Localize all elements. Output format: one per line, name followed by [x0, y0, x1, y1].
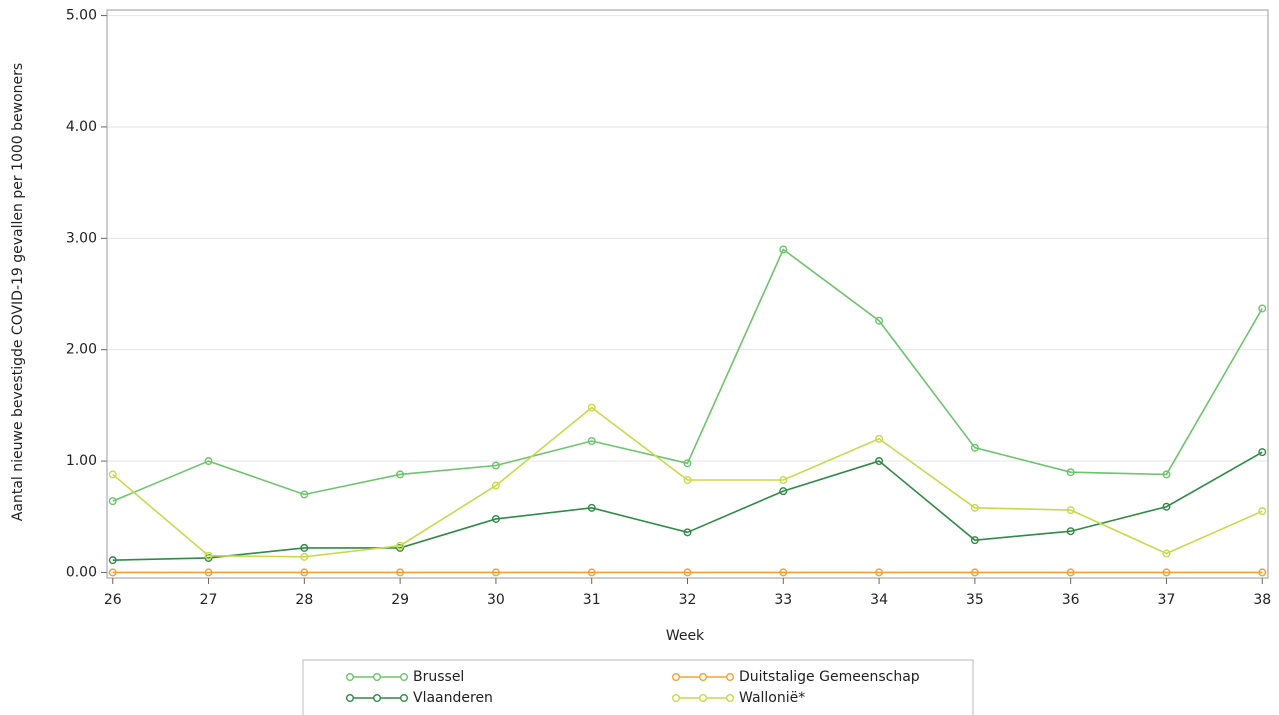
point	[396, 470, 405, 479]
point	[1258, 448, 1267, 457]
point	[587, 437, 596, 446]
point	[1162, 549, 1171, 558]
x-tick-label: 30	[487, 592, 505, 608]
plot-frame	[106, 9, 1269, 579]
point	[779, 245, 788, 254]
point	[875, 316, 884, 325]
series-line	[112, 248, 1263, 502]
y-tick-label: 1.00	[66, 453, 97, 469]
legend-label: Brussel	[413, 669, 464, 685]
point	[300, 552, 309, 561]
point	[1162, 568, 1171, 577]
legend-label: Duitstalige Gemeenschap	[739, 669, 920, 685]
point	[970, 503, 979, 512]
point	[875, 434, 884, 443]
point	[204, 551, 213, 560]
series-line	[112, 406, 1263, 558]
y-tick-label: 3.00	[66, 230, 97, 246]
x-tick-label: 34	[870, 592, 888, 608]
point	[108, 568, 117, 577]
point	[108, 556, 117, 565]
legend-marker	[400, 673, 409, 682]
legend-marker	[726, 673, 735, 682]
y-tick-label: 4.00	[66, 119, 97, 135]
x-tick-label: 27	[200, 592, 218, 608]
point	[587, 568, 596, 577]
x-tick-label: 36	[1062, 592, 1080, 608]
point	[683, 568, 692, 577]
point	[1258, 568, 1267, 577]
legend-marker	[400, 694, 409, 703]
point	[491, 481, 500, 490]
x-tick-label: 29	[391, 592, 409, 608]
legend-marker	[672, 673, 681, 682]
point	[875, 457, 884, 466]
x-axis-label: Week	[666, 628, 705, 644]
legend-marker	[373, 694, 382, 703]
x-tick-label: 35	[966, 592, 984, 608]
point	[108, 497, 117, 506]
point	[300, 543, 309, 552]
point	[587, 403, 596, 412]
x-tick-label: 31	[583, 592, 601, 608]
point	[779, 568, 788, 577]
legend-marker	[672, 694, 681, 703]
legend-marker	[726, 694, 735, 703]
legend-marker	[373, 673, 382, 682]
point	[779, 475, 788, 484]
point	[683, 475, 692, 484]
legend-marker	[699, 673, 708, 682]
x-tick-label: 26	[104, 592, 122, 608]
series-line	[112, 451, 1263, 561]
point	[1162, 502, 1171, 511]
point	[300, 568, 309, 577]
x-tick-label: 32	[679, 592, 697, 608]
legend-marker	[346, 673, 355, 682]
point	[587, 503, 596, 512]
y-tick-label: 0.00	[66, 564, 97, 580]
point	[970, 536, 979, 545]
point	[683, 459, 692, 468]
point	[396, 541, 405, 550]
point	[1258, 304, 1267, 313]
point	[108, 470, 117, 479]
point	[1066, 527, 1075, 536]
point	[1162, 470, 1171, 479]
y-tick-label: 2.00	[66, 342, 97, 358]
legend-label: Wallonië*	[739, 690, 805, 706]
point	[875, 568, 884, 577]
point	[204, 568, 213, 577]
x-tick-label: 37	[1158, 592, 1176, 608]
y-axis-label: Aantal nieuwe bevestigde COVID-19 gevall…	[10, 63, 26, 521]
legend-marker	[346, 694, 355, 703]
point	[779, 487, 788, 496]
point	[204, 457, 213, 466]
point	[1258, 507, 1267, 516]
point	[491, 568, 500, 577]
x-tick-label: 38	[1253, 592, 1271, 608]
point	[1066, 568, 1075, 577]
point	[491, 514, 500, 523]
legend-box	[302, 659, 974, 715]
point	[970, 443, 979, 452]
point	[683, 528, 692, 537]
x-tick-label: 33	[774, 592, 792, 608]
y-tick-label: 5.00	[66, 8, 97, 24]
point	[396, 568, 405, 577]
point	[1066, 468, 1075, 477]
point	[1066, 506, 1075, 515]
legend-label: Vlaanderen	[413, 690, 493, 706]
point	[491, 461, 500, 470]
x-tick-label: 28	[295, 592, 313, 608]
point	[300, 490, 309, 499]
legend-marker	[699, 694, 708, 703]
point	[970, 568, 979, 577]
